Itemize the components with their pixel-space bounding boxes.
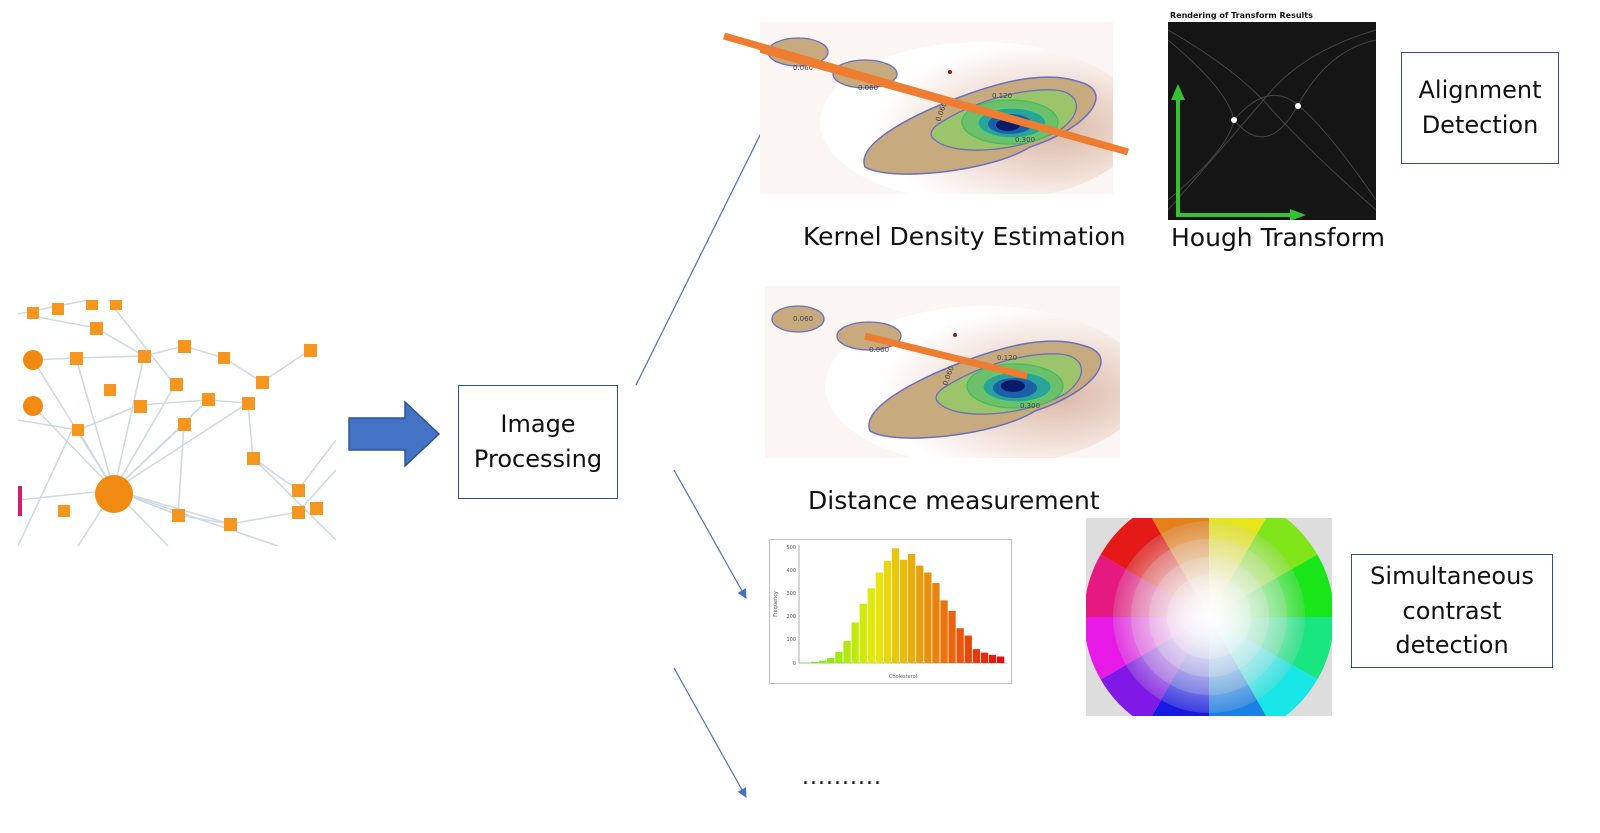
histogram-bar: [875, 572, 883, 663]
contrast-detection-box: Simultaneous contrast detection: [1351, 554, 1553, 668]
histogram-bar: [948, 610, 956, 663]
histogram-bar: [956, 628, 964, 663]
histogram-bar: [803, 662, 811, 663]
svg-text:300: 300: [786, 591, 796, 597]
histogram-bar: [900, 559, 908, 663]
histogram-bar: [819, 660, 827, 663]
svg-text:400: 400: [786, 568, 796, 574]
histogram-bar: [843, 641, 851, 663]
alignment-line: [723, 32, 1129, 156]
svg-text:0.060: 0.060: [793, 64, 813, 72]
svg-text:0.060: 0.060: [869, 346, 889, 354]
histogram-bar: [940, 600, 948, 663]
histogram-bar: [924, 572, 932, 663]
process-arrow: [348, 400, 441, 468]
svg-text:0.060: 0.060: [793, 315, 813, 323]
histogram-bar: [932, 583, 940, 663]
network-graph-image: [18, 300, 336, 546]
svg-text:Rendering of Transform Results: Rendering of Transform Results: [1170, 11, 1313, 20]
hough-transform-image: Rendering of Transform Results: [1168, 10, 1376, 220]
distance-kde-image: 0.060 0.060 0.060 0.120 0.300: [765, 286, 1120, 458]
svg-text:0.300: 0.300: [1015, 136, 1035, 144]
image-processing-box: Image Processing: [458, 385, 618, 499]
histogram-image: 500 400 300 200 100 0 Frequency Choleste…: [769, 539, 1012, 684]
histogram-bar: [859, 603, 867, 663]
histogram-bar: [996, 656, 1005, 663]
histogram-bar: [980, 652, 989, 663]
svg-text:200: 200: [786, 614, 796, 620]
kde-plot-image: 0.060 0.060 0.060 0.120 0.300: [760, 22, 1113, 194]
histogram-bar: [964, 635, 972, 663]
svg-text:100: 100: [786, 637, 796, 643]
histogram-bar: [908, 554, 916, 663]
arrow-to-kde: [635, 114, 771, 386]
histogram-bar: [891, 548, 900, 663]
distance-caption: Distance measurement: [808, 486, 1100, 515]
svg-text:0.300: 0.300: [1020, 402, 1040, 410]
histogram-bar: [851, 622, 859, 663]
histogram-bar: [827, 657, 835, 663]
svg-text:0: 0: [793, 661, 796, 667]
histogram-bar: [867, 588, 875, 663]
color-wheel-image: [1086, 518, 1332, 716]
svg-text:500: 500: [786, 545, 796, 551]
alignment-detection-box: Alignment Detection: [1401, 52, 1559, 164]
histogram-bar: [916, 565, 924, 663]
more-ellipsis: ..........: [802, 765, 882, 790]
svg-text:0.120: 0.120: [997, 354, 1017, 362]
hough-caption: Hough Transform: [1171, 223, 1385, 252]
histogram-bar: [972, 649, 980, 663]
svg-text:Cholesterol: Cholesterol: [889, 674, 917, 680]
histogram-bar: [988, 654, 997, 663]
arrow-to-more: [673, 667, 747, 798]
svg-text:Frequency: Frequency: [773, 591, 779, 617]
kde-caption: Kernel Density Estimation: [803, 222, 1126, 251]
histogram-bar: [835, 651, 843, 663]
svg-text:0.060: 0.060: [858, 84, 878, 92]
histogram-bar: [811, 661, 819, 663]
histogram-bar: [883, 560, 892, 663]
svg-text:0.120: 0.120: [992, 92, 1012, 100]
arrow-to-histogram: [673, 469, 747, 599]
